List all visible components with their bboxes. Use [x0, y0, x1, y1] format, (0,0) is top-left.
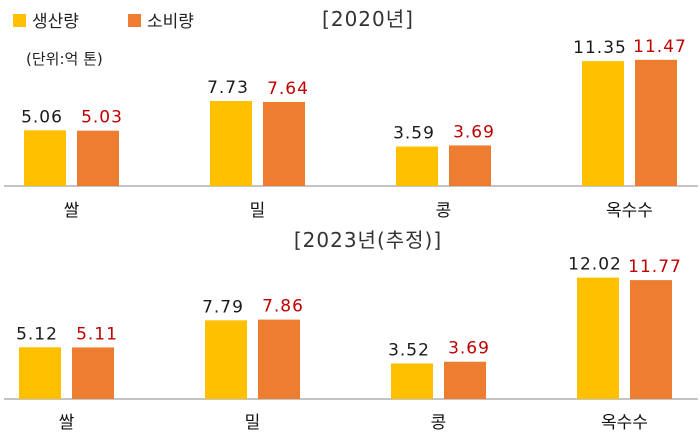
value-label-consumption-corn: 11.77 [628, 257, 682, 277]
bar-consumption-corn [630, 280, 672, 399]
category-label-wheat: 밀 [250, 201, 266, 221]
value-label-production-soybean: 3.52 [388, 340, 430, 360]
bar-production-corn [582, 61, 624, 186]
value-label-production-rice: 5.06 [21, 107, 63, 127]
bar-production-rice [24, 130, 66, 186]
legend: 생산량 소비량 [13, 12, 194, 32]
category-label-wheat: 밀 [245, 413, 261, 433]
category-label-rice: 쌀 [59, 413, 75, 433]
value-label-consumption-soybean: 3.69 [453, 122, 495, 142]
category-label-corn: 옥수수 [601, 413, 648, 433]
value-label-production-rice: 5.12 [16, 324, 58, 344]
bar-consumption-wheat [263, 101, 305, 186]
legend-swatch-production [13, 14, 26, 27]
panel-title-2020: [2020년] [322, 7, 414, 31]
panel-title-2023: [2023년(추정)] [294, 228, 442, 252]
value-label-consumption-wheat: 7.64 [267, 79, 309, 99]
bar-production-rice [19, 347, 61, 399]
legend-label-production: 생산량 [32, 12, 79, 32]
panel-2020: 5.06 5.03 쌀 7.73 7.64 밀 3.59 3.69 콩 11.35 11.47 옥수수 [21, 37, 687, 221]
value-label-consumption-wheat: 7.86 [262, 297, 304, 317]
bar-production-wheat [205, 320, 247, 399]
category-label-soybean: 콩 [431, 413, 447, 433]
value-label-production-corn: 11.35 [573, 38, 627, 58]
legend-label-consumption: 소비량 [147, 12, 194, 32]
category-label-corn: 옥수수 [606, 201, 653, 221]
panel-2023: 5.12 5.11 쌀 7.79 7.86 밀 3.52 3.69 콩 12.02 11.77 옥수수 [16, 255, 682, 433]
bar-production-wheat [210, 100, 252, 186]
value-label-consumption-soybean: 3.69 [448, 339, 490, 359]
value-label-production-corn: 12.02 [568, 255, 622, 275]
bar-consumption-soybean [449, 145, 491, 186]
bar-consumption-rice [77, 130, 119, 186]
bar-production-soybean [396, 146, 438, 186]
bar-production-corn [577, 277, 619, 399]
bar-consumption-rice [72, 347, 114, 399]
value-label-production-soybean: 3.59 [393, 124, 435, 144]
category-label-rice: 쌀 [64, 201, 80, 221]
category-label-soybean: 콩 [436, 201, 452, 221]
value-label-consumption-corn: 11.47 [633, 37, 687, 57]
bar-consumption-corn [635, 59, 677, 186]
bar-consumption-wheat [258, 319, 300, 399]
unit-label: (단위:억 톤) [26, 50, 103, 68]
value-label-consumption-rice: 5.03 [81, 108, 123, 128]
value-label-consumption-rice: 5.11 [76, 324, 118, 344]
legend-swatch-consumption [128, 14, 141, 27]
value-label-production-wheat: 7.73 [207, 78, 249, 98]
bar-consumption-soybean [444, 361, 486, 399]
bar-production-soybean [391, 363, 433, 399]
value-label-production-wheat: 7.79 [202, 297, 244, 317]
